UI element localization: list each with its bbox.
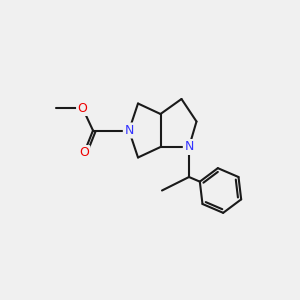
Text: O: O (79, 146, 89, 160)
Text: N: N (184, 140, 194, 154)
Text: N: N (124, 124, 134, 137)
Text: O: O (78, 101, 87, 115)
